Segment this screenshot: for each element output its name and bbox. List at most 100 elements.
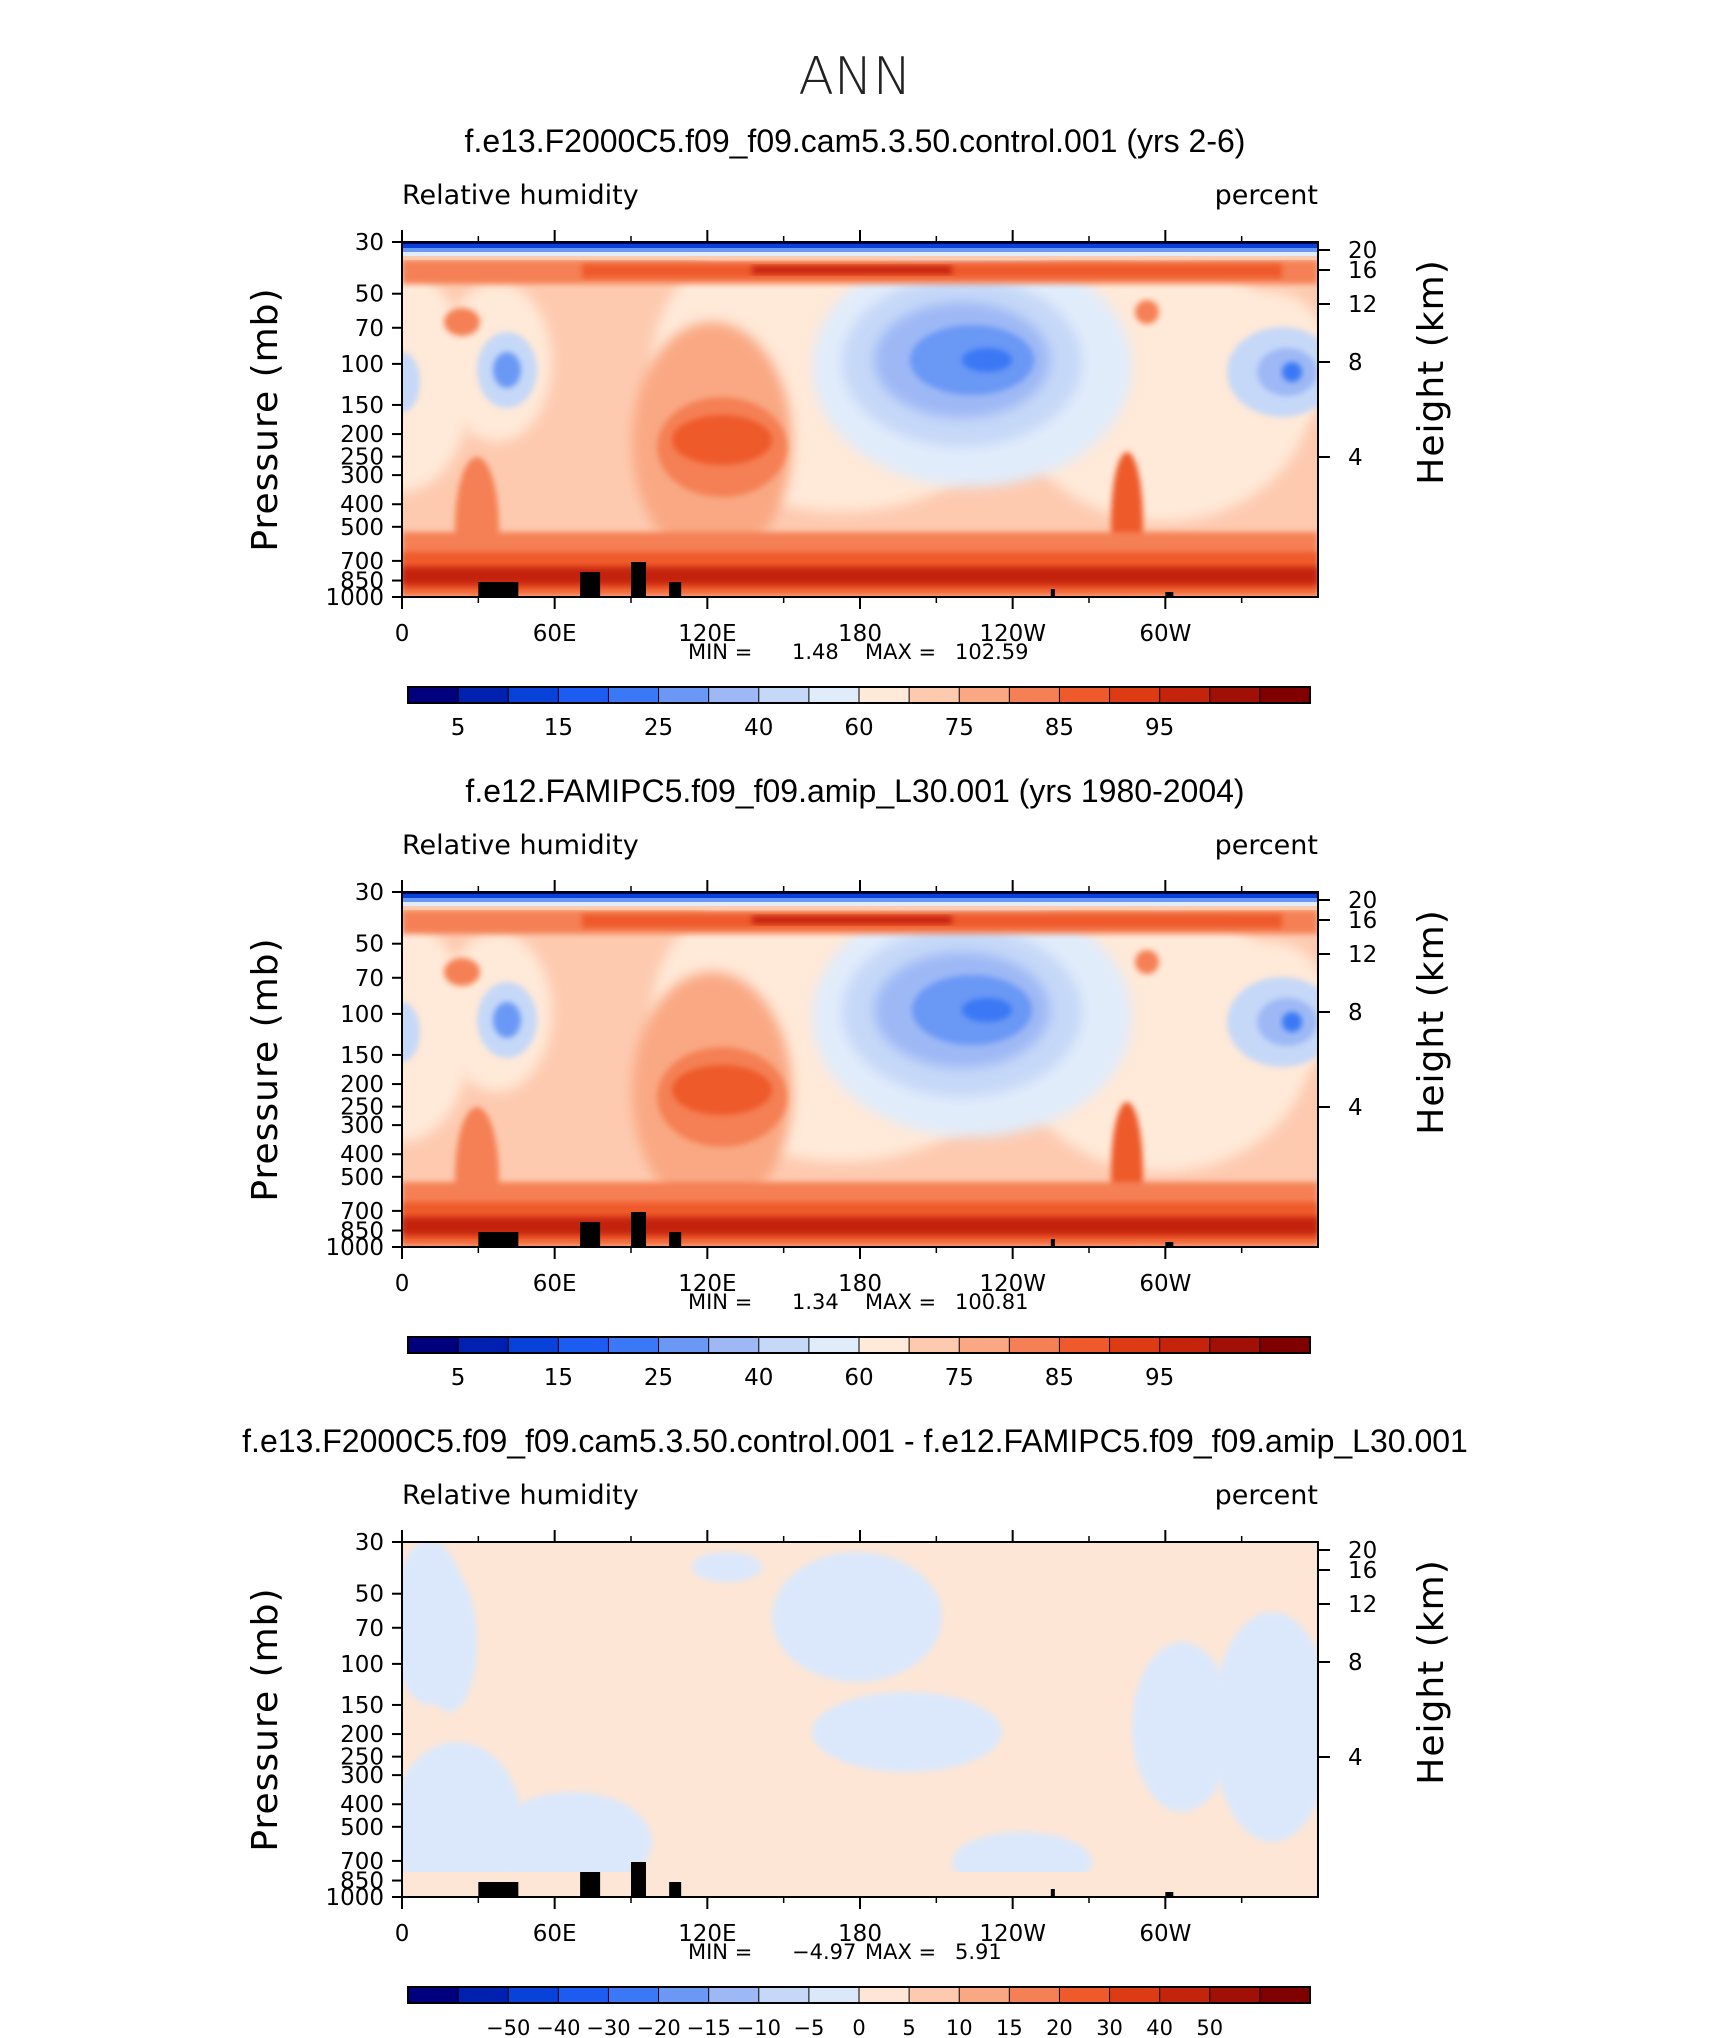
y-tick-label: 700 xyxy=(340,1849,384,1875)
y2-axis-title: Height (km) xyxy=(1411,909,1452,1134)
x-tick-label: 120E xyxy=(678,621,736,647)
colorbar-label: 0 xyxy=(852,2016,865,2038)
terrain-mask xyxy=(1050,1239,1055,1247)
terrain-mask xyxy=(669,582,682,597)
min-label: MIN = xyxy=(688,640,752,664)
panel-2: f.e12.FAMIPC5.f09_f09.amip_L30.001 (yrs … xyxy=(245,773,1452,1391)
colorbar-swatch xyxy=(1008,1336,1061,1354)
colorbar-swatch xyxy=(758,686,810,704)
x-tick-label: 180 xyxy=(838,621,882,647)
terrain-mask xyxy=(1050,1889,1055,1897)
colorbar-label: 40 xyxy=(1146,2016,1173,2038)
y2-tick-label: 4 xyxy=(1348,1745,1363,1771)
max-value: 100.81 xyxy=(955,1290,1028,1314)
y2-tick-label: 8 xyxy=(1348,350,1363,376)
max-value: 102.59 xyxy=(955,640,1028,664)
max-label: MAX = xyxy=(865,1940,936,1964)
rh-strat-cap xyxy=(402,244,1318,248)
terrain-mask xyxy=(580,1872,601,1897)
colorbar-label: 85 xyxy=(1045,1365,1074,1391)
x-tick-label: 120W xyxy=(979,1921,1046,1947)
y-tick-label: 100 xyxy=(340,352,384,378)
x-tick-label: 60W xyxy=(1139,1921,1191,1947)
contour-field xyxy=(402,242,1318,597)
x-tick-label: 0 xyxy=(395,621,410,647)
colorbar-label: 5 xyxy=(451,1365,466,1391)
rh-contour-core xyxy=(962,348,1012,372)
y-axis-title: Pressure (mb) xyxy=(245,1587,286,1851)
colorbar-swatch xyxy=(457,1986,510,2004)
y-tick-label: 50 xyxy=(355,1582,384,1608)
y-tick-label: 300 xyxy=(340,463,384,489)
colorbar-label: 5 xyxy=(902,2016,915,2038)
y-tick-label: 700 xyxy=(340,549,384,575)
rh-contour-column xyxy=(672,415,772,465)
panel-title: f.e13.F2000C5.f09_f09.cam5.3.50.control.… xyxy=(242,1423,1468,1459)
min-value: 1.48 xyxy=(792,640,839,664)
y-tick-label: 400 xyxy=(340,492,384,518)
diff-contour-negative xyxy=(772,1552,942,1682)
y-tick-label: 1000 xyxy=(325,1885,384,1911)
colorbar-label: 40 xyxy=(744,715,773,741)
colorbar-label: 95 xyxy=(1145,715,1174,741)
colorbar-swatch xyxy=(557,686,610,704)
colorbar-swatch xyxy=(1259,686,1312,704)
colorbar-label: −40 xyxy=(536,2016,580,2038)
colorbar-label: 50 xyxy=(1196,2016,1223,2038)
terrain-mask xyxy=(478,1232,519,1247)
colorbar-swatch xyxy=(958,686,1011,704)
rh-strat-cap xyxy=(402,252,1318,256)
colorbar-label: 5 xyxy=(451,715,466,741)
colorbar-swatch xyxy=(1159,1336,1211,1354)
y-tick-label: 1000 xyxy=(325,1235,384,1261)
colorbar-swatch xyxy=(708,1336,760,1354)
max-label: MAX = xyxy=(865,640,936,664)
terrain-mask xyxy=(580,1222,601,1247)
y-tick-label: 500 xyxy=(340,1815,384,1841)
y-tick-label: 150 xyxy=(340,1043,384,1069)
colorbar-swatch xyxy=(908,686,961,704)
y2-tick-label: 20 xyxy=(1348,238,1377,264)
colorbar-swatch xyxy=(1209,1336,1261,1354)
variable-label: Relative humidity xyxy=(402,1480,639,1511)
rh-band-upper xyxy=(752,266,952,274)
rh-strat-cap xyxy=(402,902,1318,906)
colorbar-swatch xyxy=(407,1336,460,1354)
colorbar-label: 40 xyxy=(744,1365,773,1391)
rh-strat-cap xyxy=(402,894,1318,898)
y-tick-label: 100 xyxy=(340,1652,384,1678)
colorbar: 5 15 25 40 60 75 85 95 xyxy=(407,686,1312,741)
panel-1: f.e13.F2000C5.f09_f09.cam5.3.50.control.… xyxy=(245,123,1452,741)
colorbar-label: −20 xyxy=(636,2016,680,2038)
colorbar-swatch xyxy=(1209,686,1261,704)
y2-tick-label: 4 xyxy=(1348,1095,1363,1121)
x-tick-label: 0 xyxy=(395,1271,410,1297)
max-label: MAX = xyxy=(865,1290,936,1314)
terrain-mask xyxy=(1050,589,1055,597)
colorbar-label: 15 xyxy=(544,1365,573,1391)
y2-tick-label: 12 xyxy=(1348,292,1377,318)
rh-contour-cell xyxy=(1135,950,1159,974)
rh-contour-pocket xyxy=(1282,1012,1302,1032)
y-tick-label: 100 xyxy=(340,1002,384,1028)
y2-axis-title: Height (km) xyxy=(1411,259,1452,484)
rh-contour-pocket xyxy=(402,352,420,412)
rh-strat-cap xyxy=(402,256,1318,260)
x-tick-label: 120W xyxy=(979,1271,1046,1297)
colorbar-swatch xyxy=(808,1336,860,1354)
y-tick-label: 150 xyxy=(340,393,384,419)
panel-3: f.e13.F2000C5.f09_f09.cam5.3.50.control.… xyxy=(242,1423,1468,2038)
colorbar-swatch xyxy=(858,1336,911,1354)
colorbar-label: 15 xyxy=(544,715,573,741)
rh-band-pbl xyxy=(402,1217,1318,1235)
colorbar-label: −10 xyxy=(737,2016,781,2038)
colorbar-swatch xyxy=(1259,1336,1312,1354)
min-value: −4.97 xyxy=(792,1940,856,1964)
colorbar-swatch xyxy=(457,686,510,704)
y-tick-label: 250 xyxy=(340,1745,384,1771)
contour-field xyxy=(402,1542,1318,1897)
colorbar: 5 15 25 40 60 75 85 95 xyxy=(407,1336,1312,1391)
rh-strat-cap xyxy=(402,906,1318,910)
y2-tick-label: 16 xyxy=(1348,258,1377,284)
colorbar-swatch xyxy=(958,1986,1011,2004)
